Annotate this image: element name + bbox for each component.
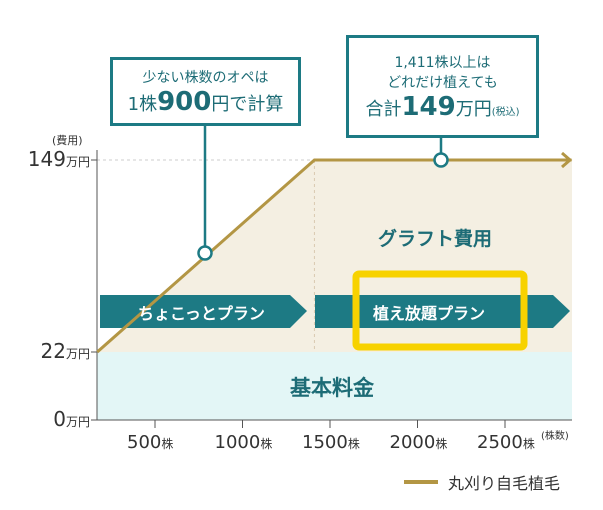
callout-text: 円で計算 [211, 93, 284, 115]
highlight-box [352, 270, 528, 351]
x-tick-label: 500株 [127, 432, 174, 453]
callout-text: 1,411株以上は [394, 54, 491, 71]
plan-arrow-unlimited [315, 295, 570, 328]
base-fee-region [97, 352, 572, 420]
x-axis-label: (株数) [541, 431, 569, 442]
x-tick-label: 1500株 [302, 432, 360, 453]
series-arrowhead [561, 151, 573, 169]
region-label-base: 基本料金 [290, 376, 374, 400]
x-tick-label: 2500株 [477, 432, 535, 453]
callout-text: 万円 [455, 98, 492, 120]
x-tick-label: 1000株 [214, 432, 273, 453]
callout-number: 149 [401, 91, 456, 122]
callout-number: 900 [157, 86, 212, 117]
callout-text: 少ない株数のオペは [142, 69, 269, 86]
plan-label-small: ちょこっとプラン [138, 304, 265, 323]
callout-unlimited: 1,411株以上は どれだけ植えても 合計149万円(税込) [346, 35, 539, 138]
callout-text: 1株 [127, 93, 158, 115]
y-tick-label: 22万円 [40, 339, 90, 363]
callout-note: (税込) [491, 106, 520, 118]
series-line [96, 158, 572, 354]
x-tick-label: 2000株 [389, 432, 448, 453]
data-marker [197, 245, 213, 261]
callout-text: どれだけ植えても [387, 74, 498, 91]
y-tick-label: 149万円 [27, 147, 90, 171]
legend-swatch [404, 480, 438, 484]
y-tick-label: 0万円 [53, 407, 90, 431]
callout-low-count: 少ない株数のオペは 1株900円で計算 [110, 57, 301, 126]
data-marker [433, 152, 449, 168]
callout-text: 合計 [365, 98, 402, 120]
y-axis-label: (費用) [52, 134, 83, 147]
plan-label-unlimited: 植え放題プラン [373, 304, 486, 323]
legend-label: 丸刈り自毛植毛 [448, 474, 561, 493]
region-label-graft: グラフト費用 [378, 228, 493, 250]
